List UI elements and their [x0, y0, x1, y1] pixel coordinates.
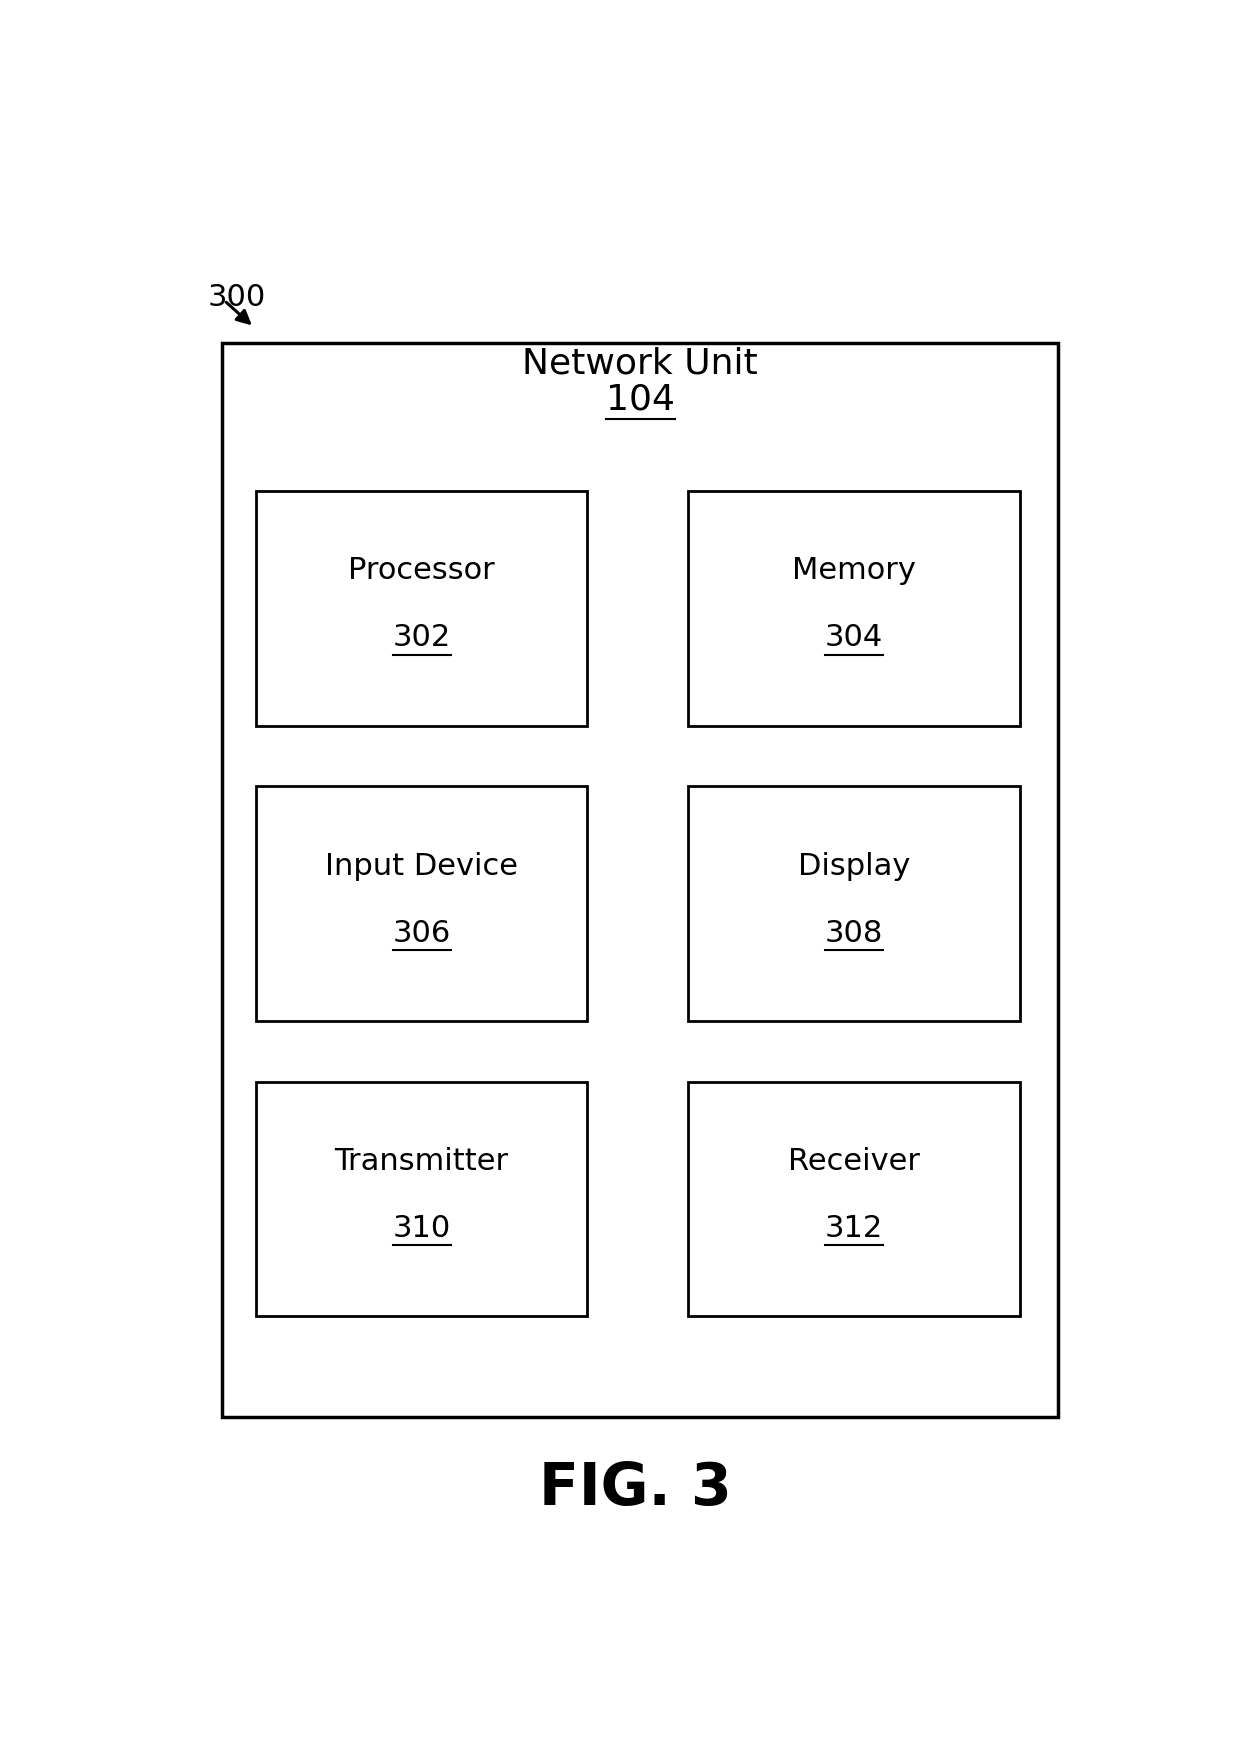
- Text: 306: 306: [393, 919, 451, 948]
- Text: 104: 104: [606, 383, 675, 417]
- Text: Input Device: Input Device: [325, 852, 518, 880]
- FancyBboxPatch shape: [688, 492, 1019, 725]
- Text: Transmitter: Transmitter: [335, 1147, 508, 1177]
- FancyBboxPatch shape: [688, 1081, 1019, 1316]
- Text: FIG. 3: FIG. 3: [539, 1459, 732, 1516]
- FancyBboxPatch shape: [222, 343, 1058, 1417]
- Text: Processor: Processor: [348, 556, 495, 586]
- FancyBboxPatch shape: [255, 786, 588, 1021]
- Text: 312: 312: [825, 1213, 883, 1243]
- Text: Network Unit: Network Unit: [522, 347, 758, 380]
- Text: 304: 304: [825, 624, 883, 652]
- Text: 300: 300: [208, 282, 267, 312]
- Text: Display: Display: [799, 852, 910, 880]
- Text: 308: 308: [825, 919, 883, 948]
- Text: Receiver: Receiver: [789, 1147, 920, 1177]
- FancyBboxPatch shape: [255, 492, 588, 725]
- Text: Memory: Memory: [792, 556, 916, 586]
- FancyBboxPatch shape: [688, 786, 1019, 1021]
- Text: 302: 302: [393, 624, 451, 652]
- Text: 310: 310: [393, 1213, 451, 1243]
- FancyBboxPatch shape: [255, 1081, 588, 1316]
